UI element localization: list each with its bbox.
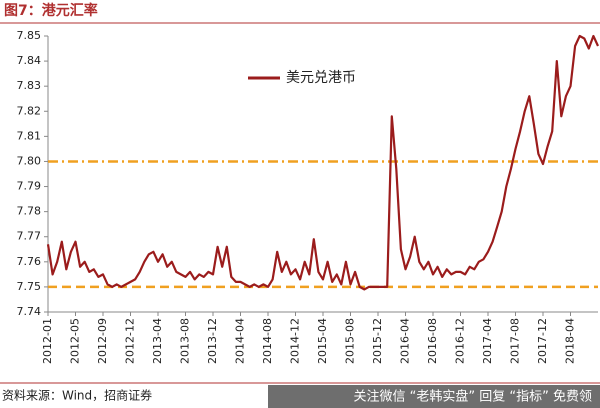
watermark-bg — [268, 385, 600, 408]
y-tick-label: 7.75 — [17, 280, 42, 293]
chart-title: 图7：港元汇率 — [4, 2, 98, 19]
x-tick-label: 2012-05 — [69, 318, 82, 364]
x-tick-label: 2012-09 — [96, 318, 109, 364]
y-tick-label: 7.82 — [17, 104, 42, 117]
y-tick-label: 7.77 — [17, 230, 42, 243]
x-tick-label: 2016-12 — [454, 318, 467, 364]
x-tick-label: 2014-08 — [261, 318, 274, 364]
x-tick-label: 2017-08 — [509, 318, 522, 364]
x-tick-label: 2013-12 — [206, 318, 219, 364]
y-tick-label: 7.81 — [17, 129, 42, 142]
x-tick-label: 2015-04 — [316, 318, 329, 364]
legend-label: 美元兑港币 — [286, 70, 356, 86]
x-tick-label: 2014-12 — [289, 318, 302, 364]
y-tick-label: 7.85 — [17, 29, 42, 42]
x-tick-label: 2016-04 — [399, 318, 412, 364]
x-tick-label: 2016-08 — [426, 318, 439, 364]
y-tick-label: 7.84 — [17, 54, 42, 67]
watermark: 关注微信 “老韩实盘” 回复 “指标” 免费领 — [354, 389, 592, 405]
x-tick-label: 2012-12 — [124, 318, 137, 364]
y-tick-label: 7.79 — [17, 180, 42, 193]
x-tick-label: 2013-04 — [151, 318, 164, 364]
x-tick-label: 2018-04 — [564, 318, 577, 364]
series-line — [46, 34, 599, 291]
y-tick-label: 7.78 — [17, 205, 42, 218]
x-tick-label: 2015-08 — [344, 318, 357, 364]
x-tick-label: 2017-12 — [536, 318, 549, 364]
x-tick-label: 2013-08 — [179, 318, 192, 364]
y-tick-label: 7.76 — [17, 255, 42, 268]
y-tick-label: 7.74 — [17, 305, 42, 318]
x-tick-label: 2017-04 — [481, 318, 494, 364]
x-tick-label: 2014-04 — [234, 318, 247, 364]
x-tick-label: 2015-12 — [371, 318, 384, 364]
source-note: 资料来源：Wind，招商证券 — [2, 388, 152, 403]
y-tick-label: 7.83 — [17, 79, 42, 92]
x-tick-label: 2012-01 — [41, 318, 54, 364]
y-tick-label: 7.80 — [17, 154, 42, 167]
